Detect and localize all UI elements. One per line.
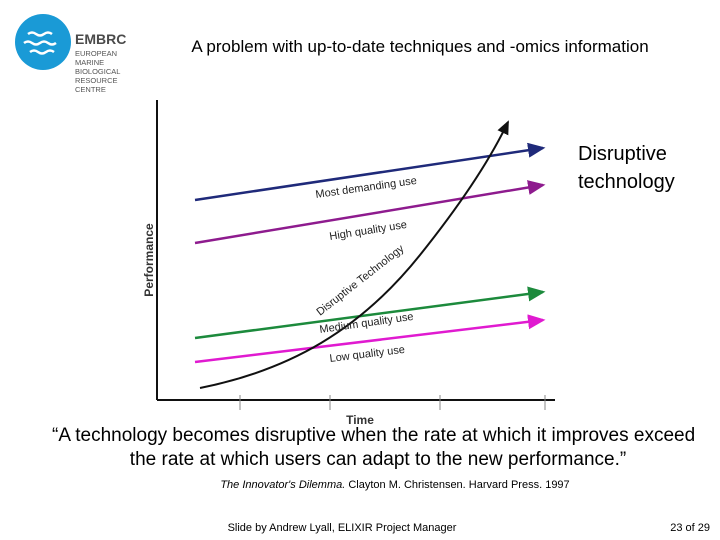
line-label: Disruptive Technology xyxy=(314,242,406,318)
callout: technology xyxy=(578,171,675,193)
logo-line: CENTRE xyxy=(75,85,106,94)
logo-line: RESOURCE xyxy=(75,76,118,85)
citation: The Innovator's Dilemma. Clayton M. Chri… xyxy=(220,479,569,491)
logo-line: MARINE xyxy=(75,58,104,67)
quote: the rate at which users can adapt to the… xyxy=(130,449,626,470)
line-label: Low quality use xyxy=(329,344,406,365)
trend-line xyxy=(194,314,546,364)
quote: “A technology becomes disruptive when th… xyxy=(52,425,695,446)
page-number: 23 of 29 xyxy=(670,522,710,534)
time-ticks xyxy=(239,395,546,410)
citation-rest: Clayton M. Christensen. Harvard Press. 1… xyxy=(345,479,569,491)
trend-line xyxy=(194,286,546,340)
x-axis-label: Time xyxy=(346,413,374,427)
trend-line xyxy=(194,180,546,245)
logo-lines: EUROPEAN MARINE BIOLOGICAL RESOURCE CENT… xyxy=(75,49,120,94)
disruptive-curve xyxy=(199,120,509,389)
trend-line xyxy=(194,142,546,202)
title: A problem with up-to-date techniques and… xyxy=(191,37,648,56)
axes xyxy=(156,100,555,401)
y-axis-label: Performance xyxy=(142,223,156,297)
footer-credit: Slide by Andrew Lyall, ELIXIR Project Ma… xyxy=(228,522,457,534)
logo-name: EMBRC xyxy=(75,31,126,47)
line-label: High quality use xyxy=(329,219,408,243)
logo-line: EUROPEAN xyxy=(75,49,117,58)
logo-waves xyxy=(23,31,57,55)
citation-book: The Innovator's Dilemma. xyxy=(220,479,345,491)
callout: Disruptive xyxy=(578,143,667,165)
logo-line: BIOLOGICAL xyxy=(75,67,120,76)
